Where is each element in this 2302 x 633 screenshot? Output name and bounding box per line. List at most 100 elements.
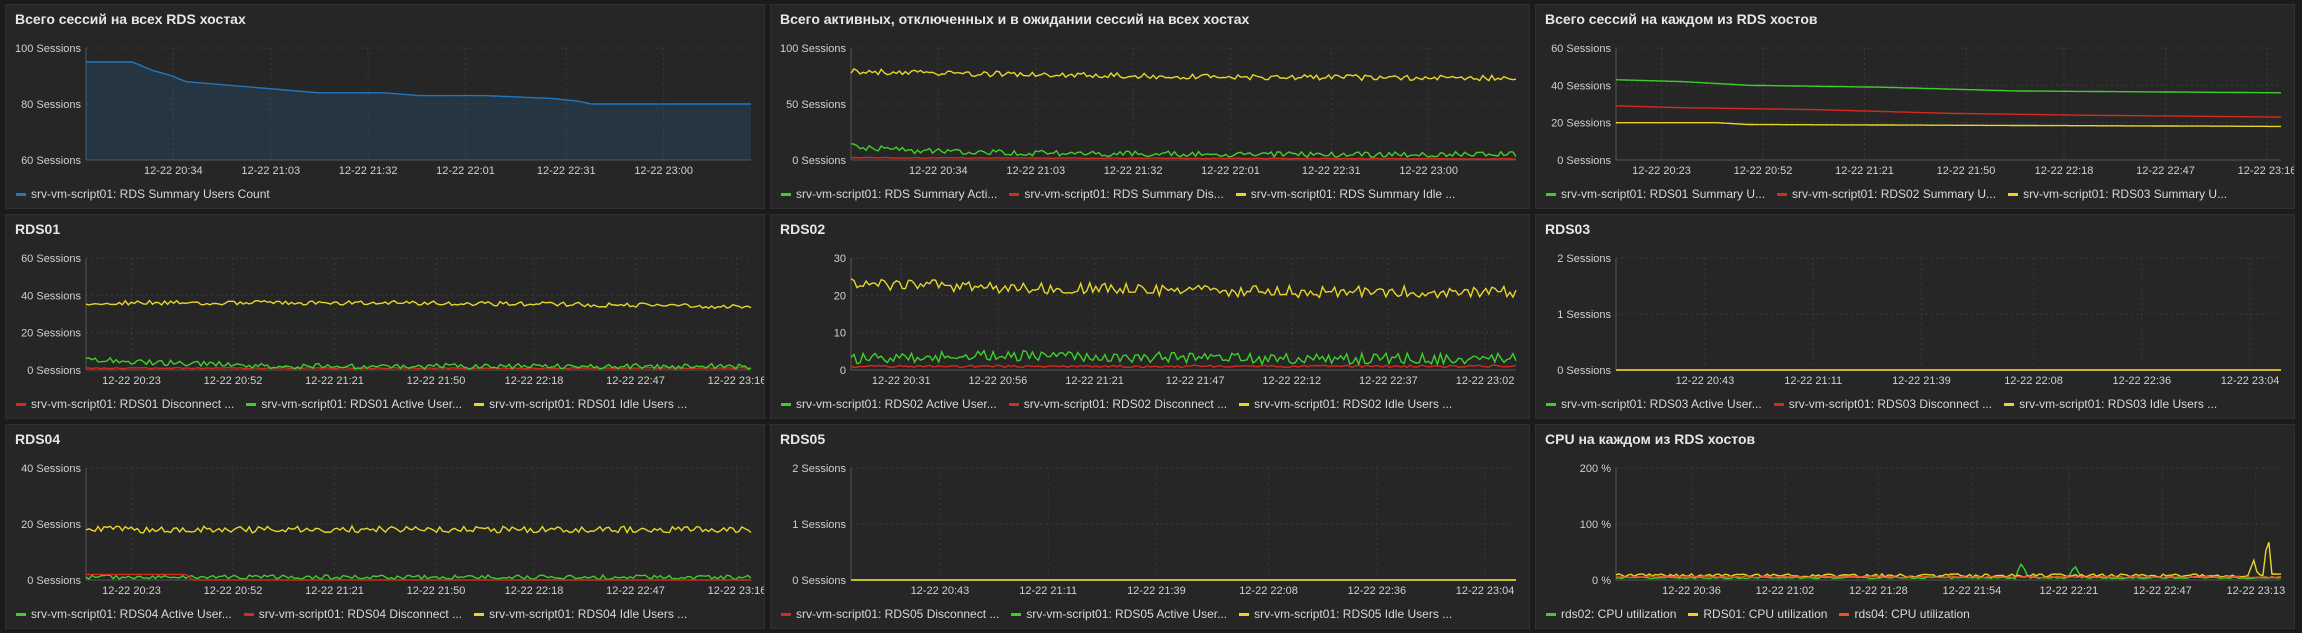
- x-tick-label: 12-22 21:02: [1756, 585, 1815, 597]
- legend-label: srv-vm-script01: RDS Summary Dis...: [1024, 187, 1224, 201]
- legend-swatch: [16, 402, 26, 406]
- series-line-0[interactable]: [86, 61, 751, 105]
- x-tick-label: 12-22 21:21: [1835, 165, 1894, 177]
- x-tick-label: 12-22 23:00: [1399, 165, 1458, 177]
- legend-swatch: [246, 402, 257, 406]
- panel-p3: Всего сессий на каждом из RDS хостов 0 Se…: [1535, 4, 2295, 209]
- x-tick-label: 12-22 22:31: [537, 165, 596, 177]
- x-tick-label: 12-22 20:34: [144, 165, 203, 177]
- series-line-0[interactable]: [85, 573, 752, 581]
- legend-swatch: [1239, 402, 1250, 406]
- legend-item[interactable]: rds04: CPU utilization: [1839, 607, 1970, 621]
- legend-item[interactable]: srv-vm-script01: RDS05 Active User...: [1011, 607, 1227, 621]
- legend-item[interactable]: srv-vm-script01: RDS01 Active User...: [246, 397, 462, 411]
- legend: rds02: CPU utilization RDS01: CPU utiliza…: [1546, 607, 1970, 621]
- y-tick-label: 30: [834, 253, 846, 265]
- legend-item[interactable]: srv-vm-script01: RDS02 Active User...: [781, 397, 997, 411]
- x-tick-label: 12-22 21:39: [1127, 585, 1186, 597]
- legend-item[interactable]: srv-vm-script01: RDS Summary Acti...: [781, 187, 997, 201]
- x-tick-label: 12-22 20:23: [102, 585, 161, 597]
- series-line-1[interactable]: [85, 356, 752, 370]
- y-tick-label: 1 Sessions: [792, 519, 846, 531]
- legend-item[interactable]: srv-vm-script01: RDS Summary Users Count: [16, 187, 270, 201]
- y-tick-label: 20: [834, 290, 846, 302]
- legend-label: srv-vm-script01: RDS01 Disconnect ...: [31, 397, 235, 411]
- legend-swatch: [16, 192, 26, 196]
- legend-item[interactable]: RDS01: CPU utilization: [1688, 607, 1827, 621]
- panel-title[interactable]: Всего сессий на каждом из RDS хостов: [1545, 11, 1818, 27]
- series-line-1[interactable]: [850, 156, 1517, 160]
- legend-item[interactable]: srv-vm-script01: RDS03 Idle Users ...: [2004, 397, 2217, 411]
- legend-item[interactable]: srv-vm-script01: RDS03 Active User...: [1546, 397, 1762, 411]
- series-line-0[interactable]: [850, 143, 1517, 159]
- legend: srv-vm-script01: RDS04 Active User... srv…: [16, 607, 687, 621]
- series-line-2[interactable]: [85, 524, 752, 535]
- series-line-1[interactable]: [850, 364, 1517, 369]
- series-line-0[interactable]: [850, 349, 1517, 367]
- series-line-2[interactable]: [85, 299, 752, 310]
- legend: srv-vm-script01: RDS03 Active User... srv…: [1546, 397, 2217, 411]
- legend-item[interactable]: srv-vm-script01: RDS05 Idle Users ...: [1239, 607, 1452, 621]
- panel-title[interactable]: RDS02: [780, 221, 826, 237]
- series-line-1[interactable]: [1615, 105, 2282, 118]
- series-line-0[interactable]: [1615, 79, 2281, 94]
- legend-item[interactable]: srv-vm-script01: RDS03 Disconnect ...: [1773, 397, 1992, 411]
- series-line-0[interactable]: [86, 366, 752, 370]
- panel-p4: RDS01 0 Sessions 20 Sessions 40 Sessions 60 …: [5, 214, 765, 419]
- legend-item[interactable]: srv-vm-script01: RDS04 Idle Users ...: [474, 607, 687, 621]
- y-tick-label: 100 %: [1580, 519, 1611, 531]
- x-tick-label: 12-22 21:54: [1943, 585, 2002, 597]
- legend-swatch: [1008, 402, 1019, 406]
- series-line-2[interactable]: [1616, 121, 2281, 128]
- y-tick-label: 2 Sessions: [1557, 253, 1611, 265]
- panel-title[interactable]: RDS01: [15, 221, 61, 237]
- panel-title[interactable]: Всего сессий на всех RDS хостах: [15, 11, 246, 27]
- legend-item[interactable]: srv-vm-script01: RDS01 Idle Users ...: [474, 397, 687, 411]
- legend-swatch: [16, 612, 26, 616]
- chart-svg: 0 Sessions 20 Sessions 40 Sessions 60 Sessi…: [1551, 43, 2294, 177]
- panel-title[interactable]: CPU на каждом из RDS хостов: [1545, 431, 1756, 447]
- x-tick-label: 12-22 20:23: [1632, 165, 1691, 177]
- legend-swatch: [1839, 612, 1850, 616]
- series-line-1[interactable]: [86, 573, 751, 581]
- series-line-1[interactable]: [1615, 541, 2282, 579]
- panel-title[interactable]: RDS03: [1545, 221, 1591, 237]
- panel-p2: Всего активных, отключенных и в ожидании…: [770, 4, 1530, 209]
- legend-item[interactable]: srv-vm-script01: RDS02 Idle Users ...: [1239, 397, 1452, 411]
- legend-item[interactable]: rds02: CPU utilization: [1546, 607, 1676, 621]
- series-line-2[interactable]: [850, 67, 1517, 82]
- y-tick-label: 50 Sessions: [786, 99, 846, 111]
- y-tick-label: 40 Sessions: [21, 290, 81, 302]
- legend-item[interactable]: srv-vm-script01: RDS05 Disconnect ...: [781, 607, 999, 621]
- legend-label: srv-vm-script01: RDS04 Disconnect ...: [258, 607, 463, 621]
- panel-title[interactable]: RDS05: [780, 431, 826, 447]
- legend-item[interactable]: srv-vm-script01: RDS Summary Dis...: [1009, 187, 1224, 201]
- x-tick-label: 12-22 20:52: [204, 375, 263, 387]
- x-tick-label: 12-22 22:47: [2136, 165, 2195, 177]
- y-tick-label: 100 Sessions: [15, 43, 82, 55]
- legend-item[interactable]: srv-vm-script01: RDS02 Summary U...: [1777, 187, 1996, 201]
- y-tick-label: 2 Sessions: [792, 463, 846, 475]
- chart-svg: 60 Sessions 80 Sessions 100 Sessions 12-22 …: [15, 43, 751, 177]
- x-tick-label: 12-22 21:28: [1849, 585, 1908, 597]
- panel-p8: RDS05 0 Sessions 1 Sessions 2 Sessions 12-22…: [770, 424, 1530, 629]
- legend-label: srv-vm-script01: RDS02 Disconnect ...: [1023, 397, 1228, 411]
- x-tick-label: 12-22 22:47: [606, 375, 665, 387]
- legend-item[interactable]: srv-vm-script01: RDS04 Disconnect ...: [243, 607, 463, 621]
- x-tick-label: 12-22 20:34: [909, 165, 968, 177]
- legend-item[interactable]: srv-vm-script01: RDS04 Active User...: [16, 607, 232, 621]
- panel-title[interactable]: RDS04: [15, 431, 61, 447]
- x-tick-label: 12-22 21:03: [241, 165, 300, 177]
- series-line-2[interactable]: [850, 278, 1517, 300]
- series-line-2[interactable]: [1615, 575, 2282, 579]
- x-tick-label: 12-22 21:21: [305, 585, 364, 597]
- legend-item[interactable]: srv-vm-script01: RDS02 Disconnect ...: [1008, 397, 1228, 411]
- panel-title[interactable]: Всего активных, отключенных и в ожидании…: [780, 11, 1250, 27]
- legend-item[interactable]: srv-vm-script01: RDS Summary Idle ...: [1235, 187, 1455, 201]
- legend-item[interactable]: srv-vm-script01: RDS01 Disconnect ...: [16, 397, 234, 411]
- x-tick-label: 12-22 22:18: [505, 585, 564, 597]
- legend-item[interactable]: srv-vm-script01: RDS03 Summary U...: [2008, 187, 2227, 201]
- x-tick-label: 12-22 21:32: [1104, 165, 1163, 177]
- legend-item[interactable]: srv-vm-script01: RDS01 Summary U...: [1546, 187, 1765, 201]
- x-tick-label: 12-22 20:43: [1676, 375, 1735, 387]
